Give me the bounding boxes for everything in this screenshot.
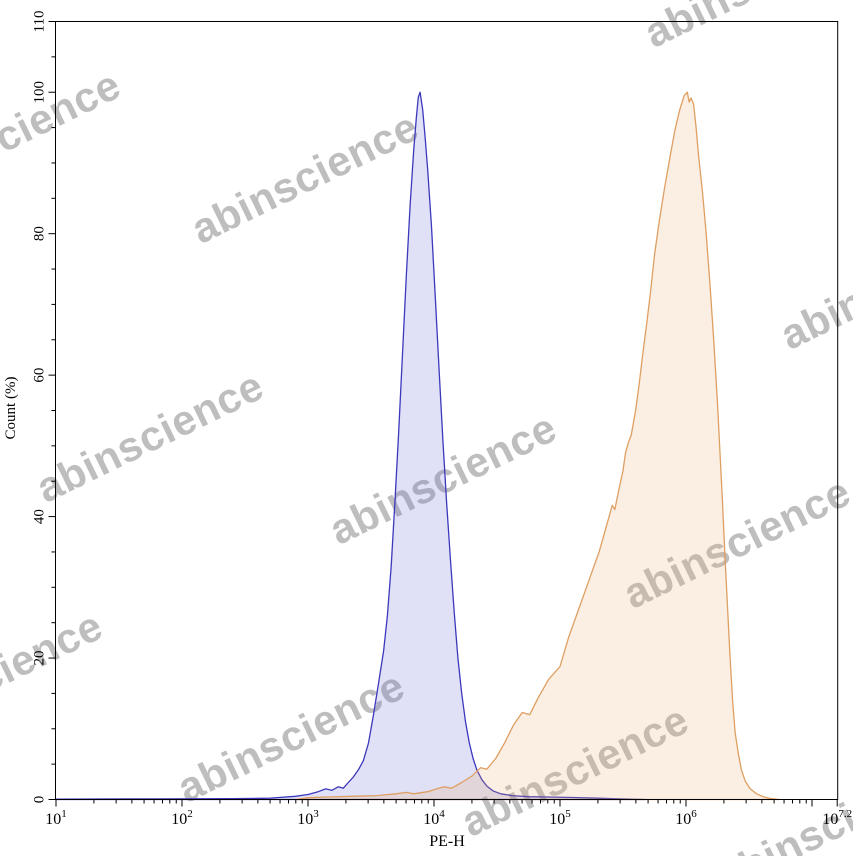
- x-tick-label: 106: [675, 808, 697, 828]
- x-tick-label: 104: [423, 808, 445, 828]
- x-tick-label: 101: [45, 808, 67, 828]
- y-axis-tick-labels: 0 20 40 60 80 100 110: [31, 11, 47, 804]
- x-tick-label: 107.2: [822, 808, 852, 828]
- y-tick-label: 40: [31, 509, 47, 524]
- x-axis-title: PE-H: [429, 833, 465, 850]
- y-tick-label: 80: [31, 226, 47, 241]
- y-tick-label: 100: [31, 81, 47, 104]
- x-axis-tick-labels: 101 102 103 104 105 106 107.2: [45, 808, 852, 828]
- y-tick-label: 0: [31, 796, 47, 804]
- x-tick-label: 103: [297, 808, 319, 828]
- axis-ticks: [48, 21, 838, 807]
- x-tick-label: 105: [549, 808, 571, 828]
- blue-population-curve: [55, 91, 647, 801]
- orange-population-curve: [294, 91, 780, 801]
- histogram-curves: [55, 91, 780, 801]
- y-tick-label: 20: [31, 651, 47, 666]
- x-tick-label: 102: [171, 808, 193, 828]
- y-tick-label: 110: [31, 11, 47, 33]
- y-axis-title: Count (%): [3, 377, 19, 440]
- y-tick-label: 60: [31, 368, 47, 383]
